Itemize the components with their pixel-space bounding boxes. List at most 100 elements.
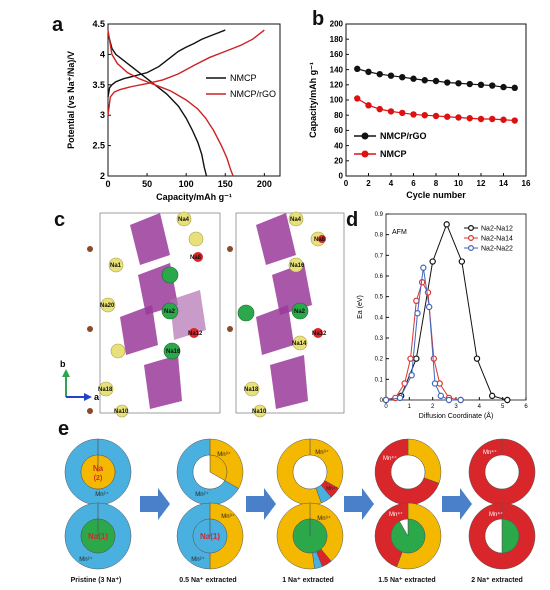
x-tick-label: 200: [257, 179, 272, 189]
y-tick-label: 2: [100, 171, 105, 181]
y-tick-label: 0.3: [375, 336, 384, 342]
y-tick-label: 0.1: [375, 377, 384, 383]
data-point: [455, 114, 462, 121]
panel-label-b: b: [312, 8, 325, 30]
x-tick-label: 0: [384, 404, 388, 410]
y-tick-label: 0.4: [375, 315, 384, 321]
legend-label: NMCP: [230, 73, 257, 83]
data-point: [424, 289, 432, 296]
data-point: [466, 115, 473, 122]
data-point: [413, 297, 420, 305]
data-point: [489, 115, 496, 123]
data-point: [429, 258, 436, 265]
mn3-label: Mn³⁺: [217, 451, 231, 458]
y-axis-label: Ea (eV): [357, 295, 364, 319]
x-tick-label: 8: [434, 179, 439, 188]
chart-a: 0 50 100 150 200 2 2.5 3 3.5 4 4.5 Capacity/mAh g⁻¹…: [66, 19, 281, 202]
na1-label: Na(1): [200, 532, 220, 541]
y-tick-label: 120: [330, 80, 344, 89]
x-tick-label: 4: [389, 179, 394, 188]
data-point: [413, 355, 420, 362]
chart-b: 0 2 4 6 8 10 12 14 16020406080100120140160180200…: [308, 20, 531, 200]
x-tick-label: 0: [105, 179, 110, 189]
y-tick-label: 180: [330, 35, 344, 44]
data-point: [500, 116, 507, 123]
data-point: [432, 112, 440, 120]
data-point: [408, 371, 415, 379]
data-point: [445, 396, 453, 404]
axis-b-label: b: [60, 359, 66, 369]
caption-1: 1 Na⁺ extracted: [282, 577, 334, 584]
y-tick-label: 140: [330, 65, 344, 74]
na-label: Na14: [292, 341, 307, 347]
mn-label: Mn²⁺: [195, 491, 209, 498]
arrow-icon: [246, 488, 276, 520]
na-label: Na4: [178, 217, 190, 223]
na-label: Na20: [100, 303, 115, 309]
data-point: [407, 355, 414, 362]
caption-pristine: Pristine (3 Na⁺): [70, 577, 122, 584]
y-tick-label: 200: [330, 20, 344, 29]
data-point: [396, 394, 404, 402]
mn4-label: Mn⁴⁺: [326, 486, 338, 492]
series-line-charge: [107, 29, 265, 116]
data-point: [477, 115, 485, 123]
x-axis-label: Diffusion Coordinate (Å): [419, 411, 494, 420]
data-point: [444, 113, 451, 120]
y-tick-label: 4: [100, 49, 105, 59]
data-point: [455, 80, 462, 87]
data-point: [410, 111, 417, 118]
mn3-label: Mn³⁺: [317, 515, 331, 522]
y-tick-label: 0.6: [375, 274, 384, 280]
na-label: Na4: [290, 217, 302, 223]
axis-a-label: a: [94, 392, 100, 402]
na-label: Na18: [98, 387, 113, 393]
x-tick-label: 1: [408, 404, 412, 410]
y-tick-label: 100: [330, 96, 344, 105]
mn4-label: Mn⁴⁺: [483, 449, 497, 456]
x-tick-label: 14: [499, 179, 508, 188]
data-point: [376, 70, 383, 78]
y-tick-label: 3: [100, 110, 105, 120]
legend-label: Na2-Na14: [481, 236, 513, 243]
x-tick-label: 6: [411, 179, 416, 188]
x-tick-label: 5: [501, 404, 505, 410]
na-label: Na2: [164, 309, 176, 315]
panel-label-c: c: [54, 209, 66, 231]
data-point: [511, 84, 518, 92]
data-point: [489, 82, 496, 89]
x-tick-label: 6: [524, 404, 528, 410]
arrow-icon: [442, 488, 472, 520]
na-label: Na1: [110, 263, 122, 269]
y-tick-label: 160: [330, 50, 344, 59]
arrow-icon: [140, 488, 170, 520]
na-label: Na10: [252, 409, 267, 415]
y-tick-label: 0.5: [375, 295, 384, 301]
data-point: [477, 81, 485, 89]
legend-label: Na2-Na12: [481, 226, 513, 233]
data-point: [414, 309, 421, 317]
caption-0-5: 0.5 Na⁺ extracted: [179, 577, 237, 584]
mn4-label: Mn⁴⁺: [389, 511, 403, 518]
x-tick-label: 0: [344, 179, 349, 188]
data-point: [365, 102, 372, 109]
core-segment: [80, 454, 116, 490]
y-tick-label: 0: [339, 172, 344, 181]
legend-marker: [467, 244, 474, 251]
plot-frame: [107, 23, 281, 177]
panel-label-e: e: [58, 418, 70, 440]
na-sub-label: (2): [94, 475, 103, 482]
data-point: [430, 355, 438, 362]
data-point: [387, 108, 395, 115]
caption-1-5: 1.5 Na⁺ extracted: [378, 577, 436, 584]
legend-marker: [361, 132, 369, 140]
data-point: [410, 75, 417, 82]
y-tick-label: 0.9: [375, 212, 384, 218]
x-tick-label: 50: [142, 179, 152, 189]
data-point: [399, 74, 406, 81]
y-tick-label: 20: [334, 156, 343, 165]
legend-marker: [467, 225, 474, 232]
data-point: [387, 72, 395, 79]
data-point: [432, 77, 440, 85]
data-point: [458, 258, 466, 265]
